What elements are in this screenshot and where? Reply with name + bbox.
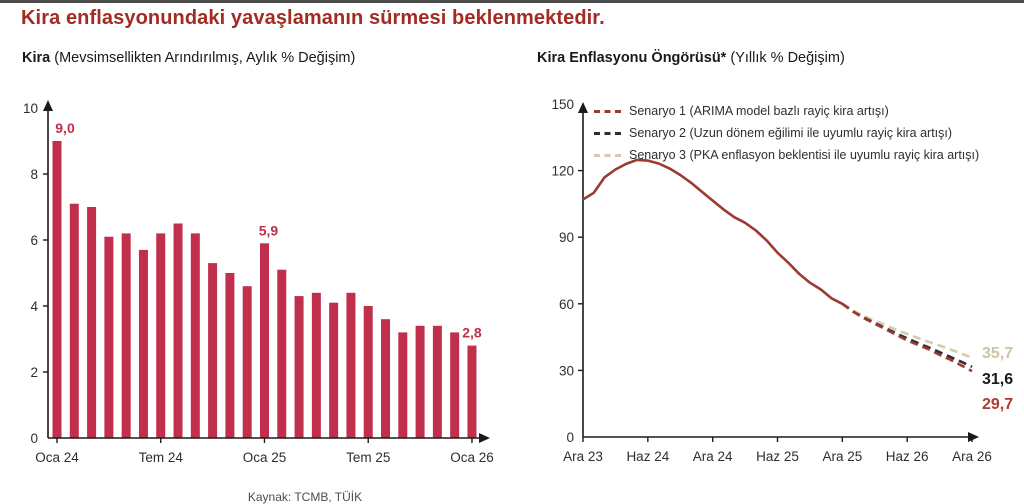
svg-text:6: 6 [30,233,38,248]
svg-text:Ara 24: Ara 24 [693,449,733,464]
source-caption: Kaynak: TCMB, TÜİK [247,490,363,504]
legend-item-senaryo-1: Senaryo 1 (ARIMA model bazlı rayiç kira … [594,100,979,122]
svg-text:60: 60 [559,297,574,312]
bar-Haz 25 [346,292,356,438]
bar-Ara 25 [450,332,460,438]
svg-text:0: 0 [566,430,574,445]
bar-Eyl 24 [190,233,200,438]
svg-text:4: 4 [30,299,38,314]
svg-text:29,7: 29,7 [982,396,1013,413]
bar-Oca 25 [259,243,269,438]
right-chart-title-bold: Kira Enflasyonu Öngörüsü* [537,50,727,66]
svg-text:Tem 24: Tem 24 [139,450,184,465]
left-chart-title-bold: Kira [22,50,51,66]
bar-Nis 25 [311,292,321,438]
bar-Haz 24 [138,249,148,438]
svg-text:Haz 25: Haz 25 [756,449,799,464]
bar-Oca 24 [52,141,62,438]
svg-text:Ara 23: Ara 23 [563,449,603,464]
bar-Nis 24 [104,236,114,438]
top-edge-strip [0,0,1024,3]
line-chart-group: 0 30 60 90 120 150 Ara 23 Haz 24 Ara 24 Haz 25 Ara… [551,97,1013,464]
right-chart-title-rest: (Yıllık % Değişim) [726,50,845,66]
legend-item-senaryo-2: Senaryo 2 (Uzun dönem eğilimi ile uyumlu… [594,122,979,144]
svg-text:31,6: 31,6 [982,371,1013,388]
legend-label-senaryo-3: Senaryo 3 (PKA enflasyon beklentisi ile … [629,148,980,162]
series-senaryo-1 [841,302,973,373]
svg-text:2: 2 [30,365,38,380]
bar-Kas 24 [225,273,235,438]
senaryo-1-dash-icon [594,109,621,113]
bar-Şub 24 [69,203,79,438]
series-senaryo-3 [841,302,973,359]
svg-text:8: 8 [30,167,38,182]
svg-text:90: 90 [559,230,574,245]
svg-text:5,9: 5,9 [259,222,279,238]
svg-text:30: 30 [559,363,574,378]
bar-Şub 25 [277,269,287,438]
left-chart-title: Kira (Mevsimsellikten Arındırılmış, Aylı… [22,50,355,66]
svg-text:9,0: 9,0 [55,120,75,136]
svg-text:Oca 24: Oca 24 [35,450,79,465]
series-senaryo-2 [841,302,973,368]
svg-text:120: 120 [551,164,574,179]
legend-label-senaryo-1: Senaryo 1 (ARIMA model bazlı rayiç kira … [629,104,889,118]
bar-May 24 [121,233,131,438]
bar-Ara 24 [242,286,252,438]
left-chart-title-rest: (Mevsimsellikten Arındırılmış, Aylık % D… [50,50,356,66]
bar-Tem 24 [156,233,166,438]
bar-Eyl 25 [398,332,408,438]
svg-text:150: 150 [551,97,574,112]
svg-text:2,8: 2,8 [462,325,482,341]
bar-Eki 25 [415,325,425,438]
bar-Kas 25 [432,325,442,438]
svg-text:Oca 26: Oca 26 [450,450,494,465]
senaryo-3-dash-icon [594,153,621,157]
svg-text:Ara 25: Ara 25 [822,449,862,464]
senaryo-2-dash-icon [594,131,621,135]
bar-Eki 24 [208,263,218,438]
bar-Mar 25 [294,296,304,438]
right-chart-title: Kira Enflasyonu Öngörüsü* (Yıllık % Deği… [537,50,845,66]
bar-Ağu 24 [173,223,183,438]
series-history [582,158,843,305]
svg-text:Tem 25: Tem 25 [346,450,390,465]
bar-May 25 [329,302,339,438]
page-title: Kira enflasyonundaki yavaşlamanın sürmes… [21,7,605,29]
svg-text:35,7: 35,7 [982,345,1013,362]
bar-Tem 25 [363,306,373,438]
svg-text:10: 10 [23,101,38,116]
svg-text:Haz 26: Haz 26 [886,449,929,464]
bar-Mar 24 [87,207,97,438]
legend-item-senaryo-3: Senaryo 3 (PKA enflasyon beklentisi ile … [594,144,979,166]
scenario-legend: Senaryo 1 (ARIMA model bazlı rayiç kira … [594,100,979,166]
bar-Oca 26 [467,345,477,438]
svg-text:Haz 24: Haz 24 [626,449,669,464]
svg-text:Ara 26: Ara 26 [952,449,992,464]
bar-Ağu 25 [381,319,391,438]
legend-label-senaryo-2: Senaryo 2 (Uzun dönem eğilimi ile uyumlu… [629,126,953,140]
bar-chart-group: 0 2 4 6 8 10 Oca 24 Tem 24 Oca 25 Tem 25 Oca 26 9,0… [23,100,494,465]
svg-text:Oca 25: Oca 25 [243,450,287,465]
svg-text:0: 0 [30,431,38,446]
